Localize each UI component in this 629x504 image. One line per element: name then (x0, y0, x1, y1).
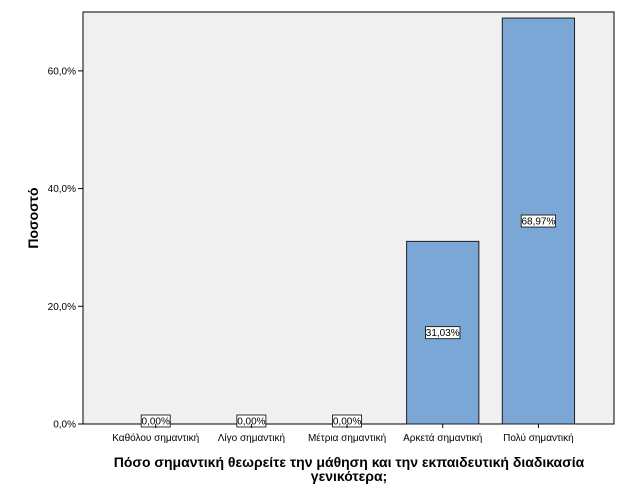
y-tick-label: 20,0% (48, 302, 76, 313)
x-axis-title-line-2: γενικότερα; (311, 468, 387, 484)
category-label: Καθόλου σημαντική (112, 432, 199, 444)
data-label: 31,03% (426, 328, 460, 339)
category-label: Αρκετά σημαντική (403, 432, 482, 444)
data-label: 0,00% (142, 417, 170, 428)
data-label-box (425, 326, 461, 340)
x-axis-title-line-1: Πόσο σημαντική θεωρείτε την μάθηση και τ… (114, 454, 585, 470)
category-label: Πολύ σημαντική (503, 432, 574, 444)
category-label: Λίγο σημαντική (218, 432, 285, 444)
data-label: 0,00% (237, 417, 265, 428)
data-label-box (520, 214, 557, 228)
y-axis: 0,0% 20,0% 40,0% 60,0% (48, 66, 83, 431)
bars: 0,00% 0,00% 0,00% 31,03% 68,97% (140, 17, 576, 428)
y-tick-label: 40,0% (48, 184, 76, 195)
category-labels: Καθόλου σημαντική Λίγο σημαντική Μέτρια ση… (112, 424, 574, 444)
data-label: 68,97% (521, 217, 555, 228)
y-tick-label: 0,0% (53, 420, 76, 431)
data-label: 0,00% (333, 417, 361, 428)
y-tick-label: 60,0% (48, 66, 76, 77)
category-label: Μέτρια σημαντική (308, 432, 386, 444)
y-axis-title: Ποσοστό (25, 187, 41, 248)
